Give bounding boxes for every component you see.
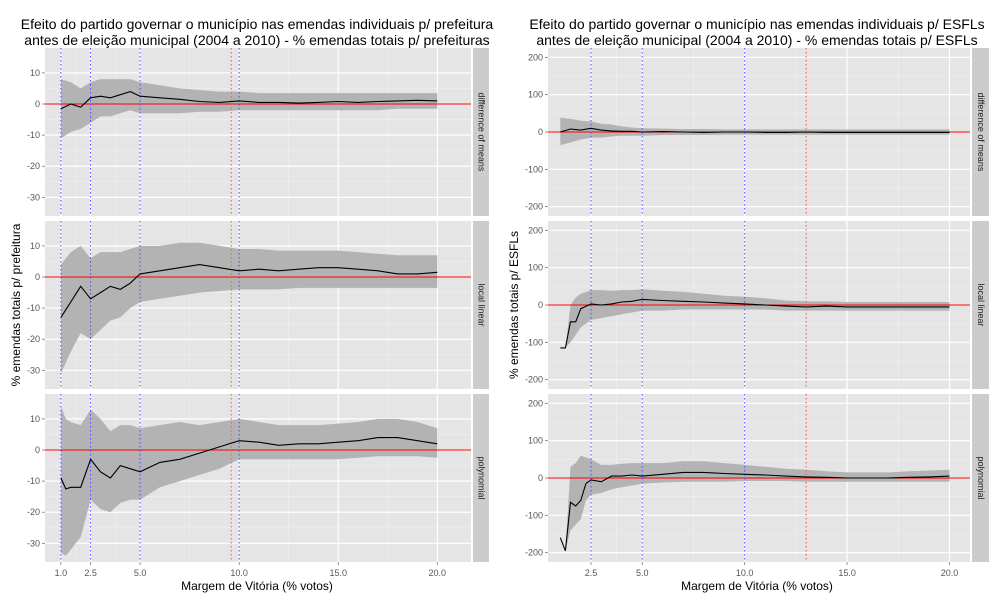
y-tick-label: 100	[528, 436, 543, 446]
y-tick-label: 100	[528, 263, 543, 273]
facet-strip	[972, 394, 989, 562]
y-tick-label: -10	[27, 130, 40, 140]
y-tick-label: 10	[30, 68, 40, 78]
y-tick-label: -10	[27, 303, 40, 313]
y-tick-label: -200	[525, 202, 543, 212]
panel-background	[45, 48, 471, 216]
y-tick-label: -200	[525, 548, 543, 558]
y-tick-label: 200	[528, 52, 543, 62]
y-tick-label: 10	[30, 241, 40, 251]
facet-strip	[972, 48, 989, 216]
facet-local-linear: -200 -100 0 100 200 local linear	[525, 221, 989, 389]
facet-strip-label: local linear	[477, 283, 487, 326]
y-tick-label: -30	[27, 365, 40, 375]
confidence-band	[560, 455, 950, 551]
x-axis-label: Margem de Vitória (% votos)	[681, 579, 833, 593]
y-axis-label: % emendas totais p/ prefeitura	[9, 223, 23, 386]
x-tick-label: 15.0	[329, 568, 347, 578]
y-tick-label: 0	[35, 272, 40, 282]
y-tick-label: 0	[35, 99, 40, 109]
facet-strip	[473, 394, 489, 562]
y-tick-label: -100	[525, 337, 543, 347]
confidence-band	[60, 242, 438, 374]
chart-esfls: Efeito do partido governar o município n…	[507, 16, 989, 593]
estimate-line	[560, 298, 950, 349]
x-axis: 1.0 2.5 5.0 10.0 15.0 20.0	[55, 562, 446, 578]
y-tick-label: 10	[30, 414, 40, 424]
facet-polynomial: -30 -20 -10 0 10 polynomial	[27, 394, 489, 562]
y-tick-label: -20	[27, 334, 40, 344]
x-tick-label: 15.0	[838, 568, 856, 578]
chart-title-line1: Efeito do partido governar o município n…	[529, 16, 984, 32]
x-axis: 2.5 5.0 10.0 15.0 20.0	[585, 562, 959, 578]
facet-difference-of-means: -30 -20 -10 0 10 difference of means	[27, 48, 489, 216]
y-tick-label: -30	[27, 538, 40, 548]
y-tick-label: 0	[538, 300, 543, 310]
facet-strip	[972, 221, 989, 389]
facet-strip-label: difference of means	[477, 93, 487, 172]
x-axis-label: Margem de Vitória (% votos)	[181, 579, 333, 593]
facet-strip-label: polynomial	[477, 456, 487, 499]
y-tick-label: 0	[35, 445, 40, 455]
x-tick-label: 20.0	[941, 568, 959, 578]
facet-strip	[473, 221, 489, 389]
y-tick-label: 0	[538, 127, 543, 137]
y-tick-label: -10	[27, 476, 40, 486]
facet-strip	[473, 48, 489, 216]
x-tick-label: 1.0	[55, 568, 68, 578]
y-tick-label: -30	[27, 192, 40, 202]
facet-strip-label: local linear	[976, 283, 986, 326]
y-tick-label: 200	[528, 398, 543, 408]
x-tick-label: 10.0	[230, 568, 248, 578]
confidence-band	[560, 289, 950, 348]
x-tick-label: 2.5	[84, 568, 97, 578]
facet-local-linear: -30 -20 -10 0 10 local linear	[27, 221, 489, 389]
y-tick-label: -100	[525, 510, 543, 520]
y-tick-label: 200	[528, 225, 543, 235]
chart-title-line2: antes de eleição municipal (2004 a 2010)…	[536, 32, 977, 48]
facet-strip-label: difference of means	[976, 93, 986, 172]
x-tick-label: 10.0	[736, 568, 754, 578]
y-axis-label: % emendas totais p/ ESFLs	[507, 231, 521, 379]
x-tick-label: 5.0	[636, 568, 649, 578]
y-tick-label: 100	[528, 90, 543, 100]
facet-strip-label: polynomial	[976, 456, 986, 499]
facet-polynomial: -200 -100 0 100 200 polynomial	[525, 394, 989, 562]
y-tick-label: -20	[27, 507, 40, 517]
x-tick-label: 5.0	[134, 568, 147, 578]
y-tick-label: 0	[538, 473, 543, 483]
estimate-line	[60, 437, 438, 490]
confidence-band	[60, 79, 438, 139]
y-tick-label: -100	[525, 164, 543, 174]
chart-prefeitura: Efeito do partido governar o município n…	[9, 16, 493, 593]
estimate-line	[60, 91, 438, 110]
estimate-line	[559, 471, 950, 551]
confidence-band	[60, 406, 438, 556]
y-tick-label: -200	[525, 375, 543, 385]
estimate-line	[60, 264, 438, 318]
chart-title-line2: antes de eleição municipal (2004 a 2010)…	[24, 32, 489, 48]
y-tick-label: -20	[27, 161, 40, 171]
x-tick-label: 2.5	[585, 568, 598, 578]
estimate-line	[560, 127, 950, 133]
facet-difference-of-means: -200 -100 0 100 200 difference of means	[525, 48, 989, 216]
x-tick-label: 20.0	[429, 568, 447, 578]
chart-title-line1: Efeito do partido governar o município n…	[21, 16, 494, 32]
